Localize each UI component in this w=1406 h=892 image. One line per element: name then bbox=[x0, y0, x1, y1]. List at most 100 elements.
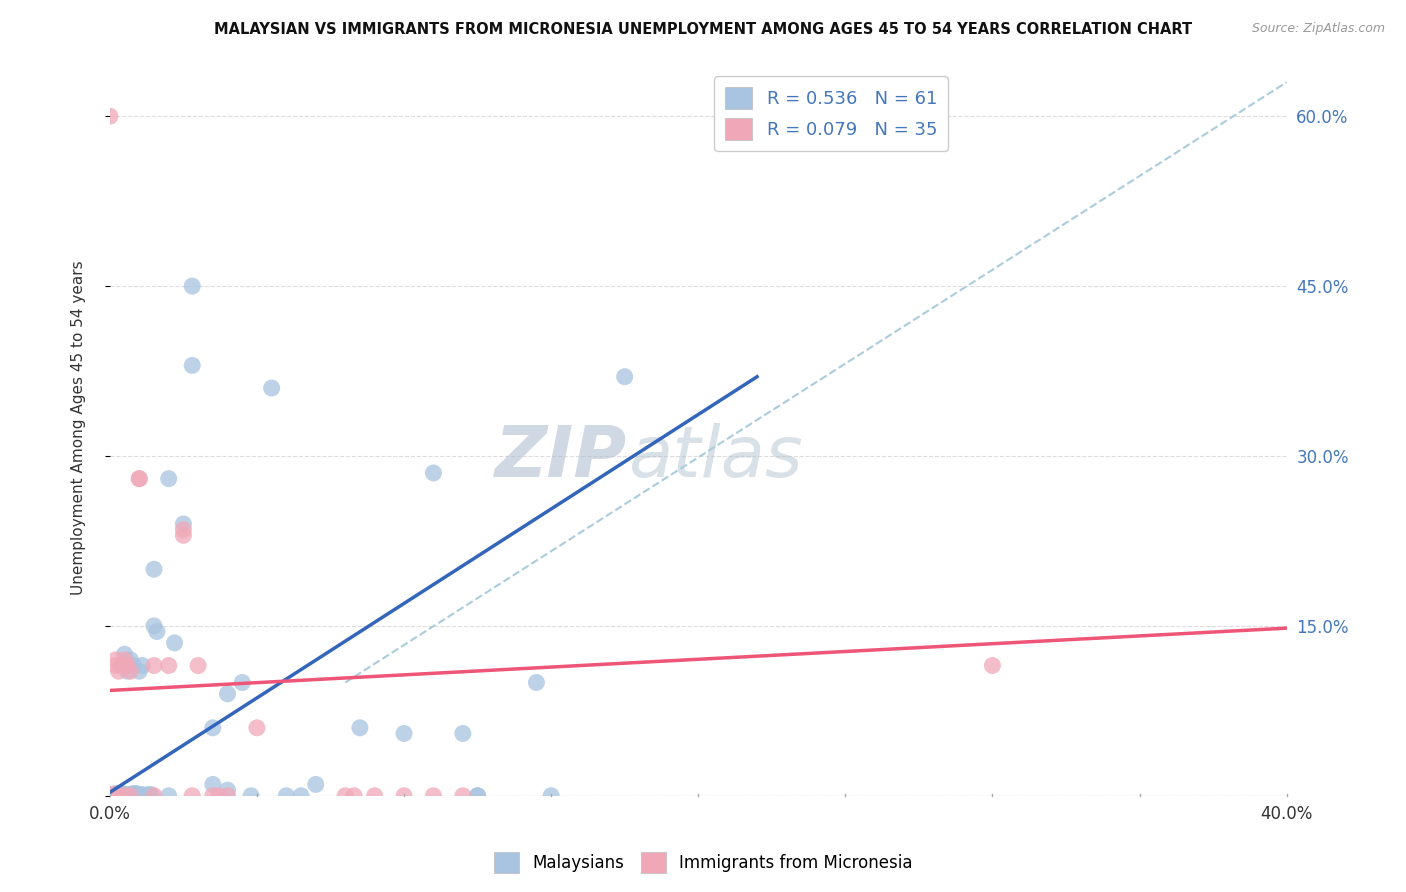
Point bbox=[146, 624, 169, 639]
Point bbox=[107, 787, 129, 801]
Point bbox=[114, 789, 136, 803]
Point bbox=[114, 658, 136, 673]
Text: atlas: atlas bbox=[627, 423, 803, 491]
Point bbox=[114, 647, 136, 661]
Point bbox=[128, 472, 150, 486]
Point bbox=[240, 789, 263, 803]
Point bbox=[343, 789, 366, 803]
Point bbox=[467, 789, 489, 803]
Point bbox=[104, 788, 127, 802]
Text: ZIP: ZIP bbox=[495, 423, 627, 491]
Point bbox=[392, 726, 415, 740]
Point bbox=[172, 516, 194, 531]
Point bbox=[451, 726, 474, 740]
Point bbox=[143, 789, 166, 803]
Point bbox=[101, 788, 124, 802]
Point bbox=[981, 658, 1004, 673]
Point bbox=[101, 788, 124, 802]
Legend: Malaysians, Immigrants from Micronesia: Malaysians, Immigrants from Micronesia bbox=[486, 846, 920, 880]
Point bbox=[540, 789, 562, 803]
Point bbox=[349, 721, 371, 735]
Point bbox=[122, 658, 145, 673]
Point bbox=[290, 789, 312, 803]
Point bbox=[131, 658, 153, 673]
Text: Source: ZipAtlas.com: Source: ZipAtlas.com bbox=[1251, 22, 1385, 36]
Point bbox=[392, 789, 415, 803]
Point bbox=[110, 788, 132, 802]
Point bbox=[143, 619, 166, 633]
Point bbox=[526, 675, 548, 690]
Point bbox=[139, 788, 162, 802]
Point bbox=[187, 658, 209, 673]
Y-axis label: Unemployment Among Ages 45 to 54 years: Unemployment Among Ages 45 to 54 years bbox=[72, 260, 86, 595]
Point bbox=[120, 788, 142, 802]
Point bbox=[98, 789, 121, 803]
Point bbox=[120, 653, 142, 667]
Point bbox=[143, 658, 166, 673]
Point bbox=[104, 653, 127, 667]
Point bbox=[101, 789, 124, 803]
Point bbox=[98, 789, 121, 803]
Point bbox=[110, 787, 132, 801]
Point bbox=[157, 658, 180, 673]
Point bbox=[104, 658, 127, 673]
Point bbox=[231, 675, 253, 690]
Point bbox=[107, 664, 129, 678]
Point bbox=[117, 788, 139, 802]
Point bbox=[246, 721, 269, 735]
Point bbox=[276, 789, 298, 803]
Point bbox=[451, 789, 474, 803]
Point bbox=[101, 789, 124, 803]
Point bbox=[201, 721, 224, 735]
Point bbox=[201, 777, 224, 791]
Point bbox=[98, 788, 121, 802]
Point bbox=[422, 466, 444, 480]
Point bbox=[172, 523, 194, 537]
Point bbox=[120, 789, 142, 803]
Point bbox=[107, 788, 129, 802]
Point bbox=[128, 664, 150, 678]
Point bbox=[201, 789, 224, 803]
Legend: R = 0.536   N = 61, R = 0.079   N = 35: R = 0.536 N = 61, R = 0.079 N = 35 bbox=[714, 76, 948, 151]
Point bbox=[363, 789, 385, 803]
Point bbox=[143, 562, 166, 576]
Point bbox=[157, 472, 180, 486]
Point bbox=[125, 788, 148, 802]
Point bbox=[217, 783, 239, 797]
Point bbox=[467, 789, 489, 803]
Point bbox=[110, 658, 132, 673]
Point bbox=[134, 789, 156, 803]
Point bbox=[613, 369, 636, 384]
Text: MALAYSIAN VS IMMIGRANTS FROM MICRONESIA UNEMPLOYMENT AMONG AGES 45 TO 54 YEARS C: MALAYSIAN VS IMMIGRANTS FROM MICRONESIA … bbox=[214, 22, 1192, 37]
Point bbox=[181, 279, 204, 293]
Point bbox=[131, 788, 153, 802]
Point bbox=[260, 381, 283, 395]
Point bbox=[136, 788, 159, 802]
Point bbox=[125, 787, 148, 801]
Point bbox=[181, 359, 204, 373]
Point bbox=[305, 777, 328, 791]
Point bbox=[110, 789, 132, 803]
Point bbox=[120, 664, 142, 678]
Point bbox=[181, 789, 204, 803]
Point bbox=[104, 789, 127, 803]
Point bbox=[104, 789, 127, 803]
Point bbox=[117, 664, 139, 678]
Point bbox=[335, 789, 357, 803]
Point bbox=[122, 787, 145, 801]
Point bbox=[114, 788, 136, 802]
Point bbox=[98, 109, 121, 123]
Point bbox=[128, 472, 150, 486]
Point bbox=[128, 789, 150, 803]
Point bbox=[107, 789, 129, 803]
Point bbox=[114, 789, 136, 803]
Point bbox=[208, 789, 231, 803]
Point bbox=[117, 789, 139, 803]
Point bbox=[217, 687, 239, 701]
Point bbox=[172, 528, 194, 542]
Point bbox=[104, 787, 127, 801]
Point bbox=[157, 789, 180, 803]
Point bbox=[163, 636, 186, 650]
Point bbox=[107, 789, 129, 803]
Point bbox=[114, 653, 136, 667]
